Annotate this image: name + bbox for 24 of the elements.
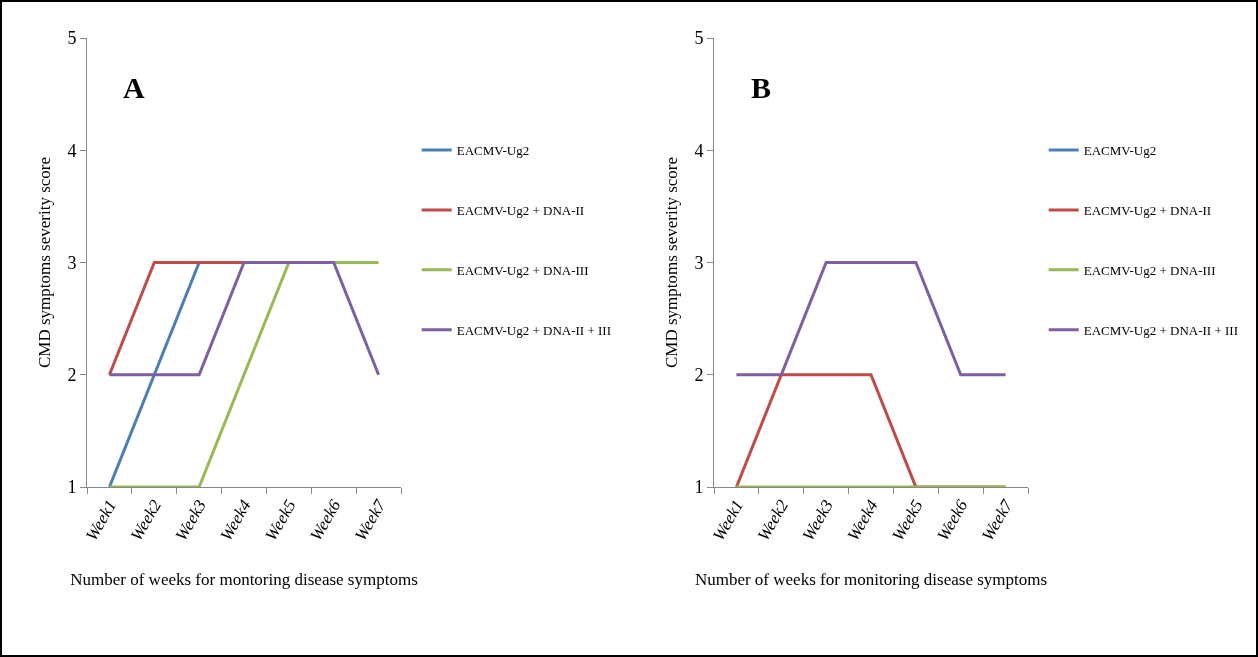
legend-label: EACMV-Ug2 [1083,143,1157,159]
legend-label: EACMV-Ug2 + DNA-II [1083,202,1212,218]
y-axis-title: CMD symptoms severity score [34,156,54,369]
text: A [123,71,145,104]
y-tick-label: 5 [694,28,704,49]
legend-label: EACMV-Ug2 + DNA-III [1083,262,1216,278]
y-tick-label: 4 [694,140,704,161]
y-tick-label: 5 [67,28,77,49]
legend-label: EACMV-Ug2 + DNA-III [456,262,589,278]
y-tick-label: 4 [67,140,77,161]
legend-label: EACMV-Ug2 [456,143,530,159]
legend-label: EACMV-Ug2 + DNA-II + III [456,322,611,338]
text: B [751,71,772,104]
x-axis-title: Number of weeks for monitoring disease symptoms [694,570,1048,590]
legend-label: EACMV-Ug2 + DNA-II + III [1083,322,1238,338]
y-tick-label: 2 [67,365,77,386]
x-axis-title: Number of weeks for montoring disease symptoms [70,570,418,590]
y-tick-label: 3 [694,252,704,273]
y-tick-label: 2 [694,365,704,386]
y-tick-label: 1 [694,477,704,498]
y-tick-label: 3 [67,252,77,273]
y-axis-title: CMD symptoms severity score [661,156,681,369]
legend-label: EACMV-Ug2 + DNA-II [456,202,585,218]
y-tick-label: 1 [67,477,77,498]
